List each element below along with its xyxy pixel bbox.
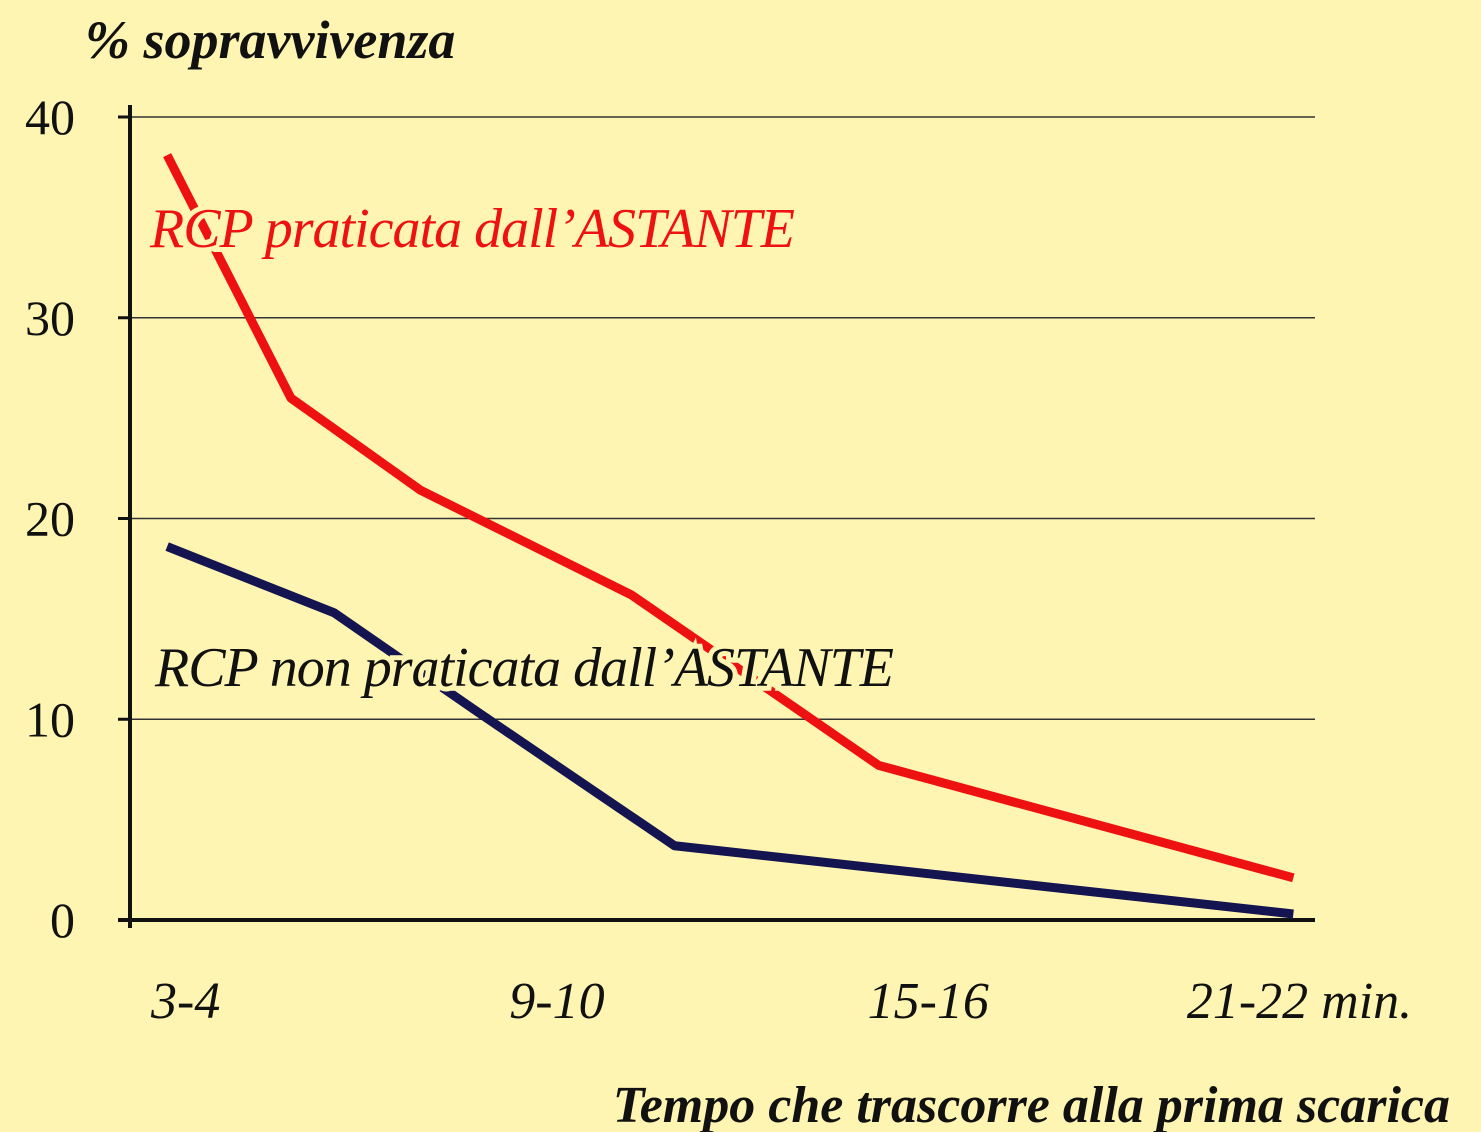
x-tick-label: 3-4 [150,973,220,1030]
y-tick-label: 40 [25,89,75,145]
series-line [165,542,1294,919]
y-tick-label: 0 [50,892,75,948]
chart-title: % sopravvivenza [85,10,455,70]
y-tick-label: 10 [25,691,75,747]
x-tick-label: 21-22 min. [1187,973,1412,1030]
y-tick-label: 30 [25,290,75,346]
x-tick-label: 15-16 [868,973,989,1030]
x-axis-label: Tempo che trascorre alla prima scarica [613,1077,1450,1132]
x-tick-label: 9-10 [509,973,604,1030]
y-tick-label: 20 [25,491,75,547]
series-line [163,153,1295,883]
series-label: RCP non praticata dall’ASTANTE [154,637,894,699]
series-label: RCP praticata dall’ASTANTE [149,198,795,260]
